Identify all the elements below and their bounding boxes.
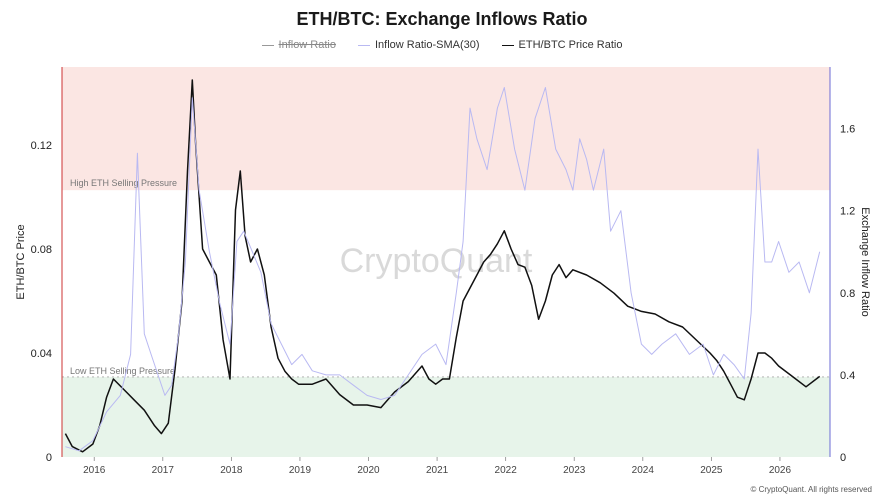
x-tick-label: 2017 [152, 465, 175, 476]
left-tick-label: 0.12 [31, 140, 52, 152]
inflow-sma-line [65, 87, 821, 452]
left-tick-label: 0.08 [31, 244, 52, 256]
x-tick-label: 2024 [632, 465, 655, 476]
band-high [62, 67, 830, 191]
legend: Inflow Ratio Inflow Ratio-SMA(30) ETH/BT… [0, 39, 884, 51]
legend-label-inflow-sma: Inflow Ratio-SMA(30) [375, 39, 480, 51]
x-tick-label: 2019 [289, 465, 312, 476]
x-tick-label: 2020 [357, 465, 380, 476]
right-tick-label: 0.4 [840, 370, 855, 382]
legend-swatch-inflow-sma [358, 44, 370, 46]
x-tick-label: 2025 [700, 465, 723, 476]
x-tick-label: 2018 [220, 465, 243, 476]
chart-title: ETH/BTC: Exchange Inflows Ratio [296, 9, 588, 29]
legend-swatch-inflow-ratio [261, 44, 274, 46]
legend-label-price-ratio: ETH/BTC Price Ratio [518, 39, 623, 51]
copyright-footer: © CryptoQuant. All rights reserved [750, 485, 873, 494]
band-low [62, 376, 830, 457]
legend-item-inflow-sma[interactable]: Inflow Ratio-SMA(30) [358, 39, 480, 51]
band-label-low: Low ETH Selling Pressure [70, 366, 175, 376]
x-tick-label: 2023 [563, 465, 586, 476]
x-tick-label: 2022 [495, 465, 518, 476]
legend-label-inflow-ratio: Inflow Ratio [278, 39, 336, 51]
x-tick-label: 2021 [426, 465, 449, 476]
right-tick-label: 1.6 [840, 124, 855, 136]
legend-swatch-price-ratio [501, 44, 514, 46]
legend-item-inflow-ratio[interactable]: Inflow Ratio [261, 39, 336, 51]
right-tick-label: 1.2 [840, 206, 855, 218]
x-tick-label: 2016 [83, 465, 106, 476]
right-axis-title: Exchange Inflow Ratio [859, 207, 871, 316]
legend-item-price-ratio[interactable]: ETH/BTC Price Ratio [501, 39, 623, 51]
right-tick-label: 0 [840, 452, 846, 464]
price-ratio-line [64, 79, 821, 453]
x-tick-label: 2026 [769, 465, 792, 476]
watermark-text: CryptoQuant [340, 242, 533, 280]
right-tick-label: 0.8 [840, 288, 855, 300]
band-label-high: High ETH Selling Pressure [70, 178, 177, 188]
left-tick-label: 0 [46, 452, 52, 464]
left-tick-label: 0.04 [31, 348, 52, 360]
left-axis-title: ETH/BTC Price [15, 224, 27, 299]
